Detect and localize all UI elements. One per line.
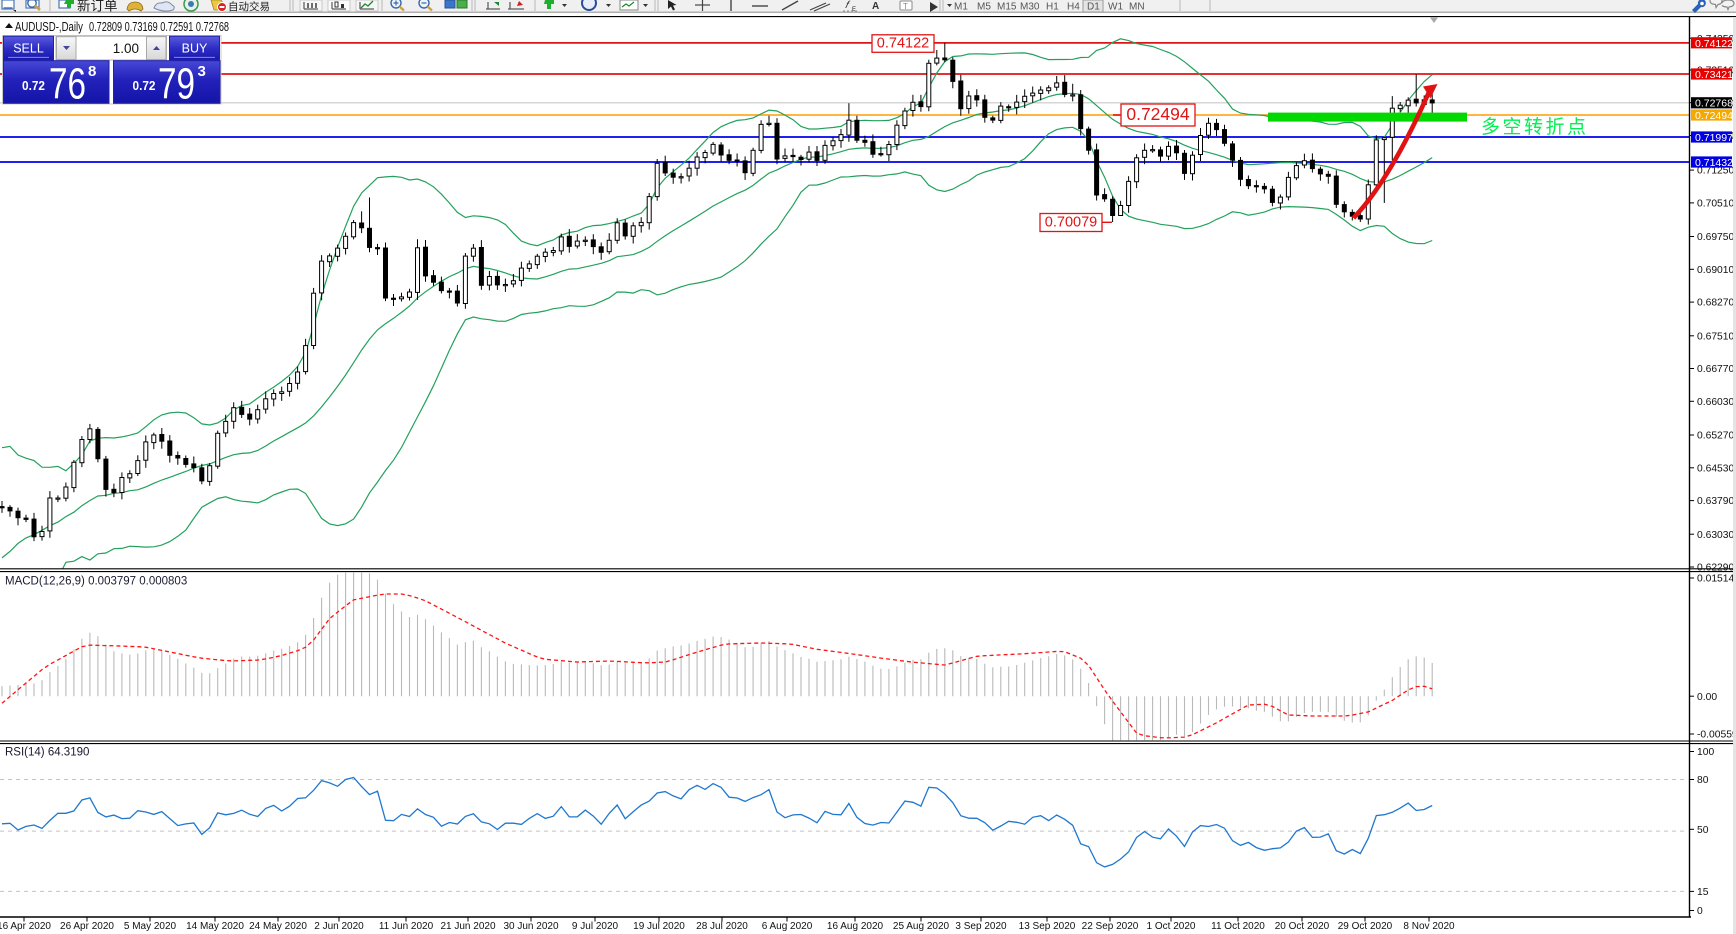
svg-text:新订单: 新订单 bbox=[77, 0, 118, 14]
svg-text:MACD(12,26,9) 0.003797 0.00080: MACD(12,26,9) 0.003797 0.000803 bbox=[5, 576, 187, 588]
svg-text:0.72494: 0.72494 bbox=[1126, 104, 1190, 124]
svg-text:0.00: 0.00 bbox=[1697, 692, 1717, 703]
svg-text:MN: MN bbox=[1129, 2, 1145, 13]
svg-text:SELL: SELL bbox=[13, 42, 44, 56]
svg-text:0.71250: 0.71250 bbox=[1697, 166, 1734, 177]
svg-text:29 Oct 2020: 29 Oct 2020 bbox=[1338, 921, 1393, 932]
svg-text:15: 15 bbox=[1697, 887, 1709, 898]
svg-text:0: 0 bbox=[1697, 906, 1703, 917]
svg-text:2 Jun 2020: 2 Jun 2020 bbox=[314, 921, 364, 932]
svg-text:5 May 2020: 5 May 2020 bbox=[124, 921, 177, 932]
svg-text:M30: M30 bbox=[1020, 2, 1040, 13]
svg-text:3: 3 bbox=[198, 63, 206, 80]
svg-text:25 Aug 2020: 25 Aug 2020 bbox=[893, 921, 950, 932]
svg-text:26 Apr 2020: 26 Apr 2020 bbox=[60, 921, 114, 932]
svg-text:T: T bbox=[903, 2, 908, 11]
svg-text:0.71432: 0.71432 bbox=[1695, 157, 1733, 169]
svg-text:13 Sep 2020: 13 Sep 2020 bbox=[1019, 921, 1076, 932]
svg-text:100: 100 bbox=[1697, 747, 1714, 758]
svg-text:𝑓: 𝑓 bbox=[845, 0, 851, 11]
svg-text:24 May 2020: 24 May 2020 bbox=[249, 921, 307, 932]
svg-text:0.72809 0.73169 0.72591 0.7276: 0.72809 0.73169 0.72591 0.72768 bbox=[89, 20, 229, 34]
svg-text:0.66030: 0.66030 bbox=[1697, 397, 1734, 408]
svg-text:0.63790: 0.63790 bbox=[1697, 496, 1734, 507]
svg-text:0.67510: 0.67510 bbox=[1697, 331, 1734, 342]
svg-text:21 Jun 2020: 21 Jun 2020 bbox=[440, 921, 495, 932]
svg-text:8 Nov 2020: 8 Nov 2020 bbox=[1403, 921, 1455, 932]
svg-text:16 Aug 2020: 16 Aug 2020 bbox=[827, 921, 884, 932]
svg-text:1.00: 1.00 bbox=[113, 41, 139, 56]
svg-text:14 May 2020: 14 May 2020 bbox=[186, 921, 244, 932]
svg-text:0.72: 0.72 bbox=[22, 79, 45, 93]
svg-text:3 Sep 2020: 3 Sep 2020 bbox=[955, 921, 1007, 932]
svg-text:11 Jun 2020: 11 Jun 2020 bbox=[379, 921, 434, 932]
svg-text:A: A bbox=[872, 1, 879, 12]
svg-text:0.70079: 0.70079 bbox=[1045, 215, 1097, 231]
svg-text:16 Apr 2020: 16 Apr 2020 bbox=[0, 921, 51, 932]
svg-text:0.70510: 0.70510 bbox=[1697, 199, 1734, 210]
svg-text:H4: H4 bbox=[1067, 2, 1080, 13]
svg-text:0.73421: 0.73421 bbox=[1695, 69, 1733, 81]
svg-text:30 Jun 2020: 30 Jun 2020 bbox=[503, 921, 558, 932]
svg-text:0.72: 0.72 bbox=[133, 79, 156, 93]
svg-text:AUDUSD-,Daily: AUDUSD-,Daily bbox=[15, 20, 84, 34]
svg-text:M15: M15 bbox=[997, 2, 1017, 13]
svg-text:多空转折点: 多空转折点 bbox=[1481, 116, 1589, 138]
svg-text:0.65270: 0.65270 bbox=[1697, 431, 1734, 442]
svg-text:E: E bbox=[852, 7, 856, 13]
svg-text:8: 8 bbox=[88, 63, 96, 80]
svg-text:28 Jul 2020: 28 Jul 2020 bbox=[696, 921, 748, 932]
svg-text:79: 79 bbox=[158, 60, 195, 109]
svg-text:80: 80 bbox=[1697, 775, 1709, 786]
svg-text:11 Oct 2020: 11 Oct 2020 bbox=[1211, 921, 1265, 932]
svg-text:6 Aug 2020: 6 Aug 2020 bbox=[762, 921, 813, 932]
svg-text:0.69010: 0.69010 bbox=[1697, 265, 1734, 276]
svg-text:19 Jul 2020: 19 Jul 2020 bbox=[633, 921, 685, 932]
svg-text:M5: M5 bbox=[977, 2, 991, 13]
svg-text:0.68270: 0.68270 bbox=[1697, 298, 1734, 309]
svg-text:0.69750: 0.69750 bbox=[1697, 232, 1734, 243]
svg-text:22 Sep 2020: 22 Sep 2020 bbox=[1082, 921, 1139, 932]
svg-text:20 Oct 2020: 20 Oct 2020 bbox=[1275, 921, 1330, 932]
svg-text:0.74122: 0.74122 bbox=[877, 35, 929, 51]
svg-text:0.72494: 0.72494 bbox=[1695, 110, 1733, 122]
svg-text:-0.005595: -0.005595 bbox=[1697, 730, 1736, 741]
svg-text:0.62290: 0.62290 bbox=[1697, 563, 1734, 574]
svg-text:0.71997: 0.71997 bbox=[1695, 132, 1733, 144]
svg-text:0.66770: 0.66770 bbox=[1697, 364, 1734, 375]
svg-text:H1: H1 bbox=[1046, 2, 1059, 13]
svg-text:76: 76 bbox=[49, 60, 86, 109]
svg-text:0.63030: 0.63030 bbox=[1697, 530, 1734, 541]
svg-text:自动交易: 自动交易 bbox=[228, 0, 270, 13]
svg-text:RSI(14) 64.3190: RSI(14) 64.3190 bbox=[5, 747, 89, 759]
svg-text:D1: D1 bbox=[1087, 2, 1100, 13]
svg-text:0.64530: 0.64530 bbox=[1697, 463, 1734, 474]
svg-text:W1: W1 bbox=[1108, 2, 1123, 13]
svg-text:0.72768: 0.72768 bbox=[1695, 98, 1733, 110]
svg-text:BUY: BUY bbox=[182, 42, 208, 56]
svg-text:9 Jul 2020: 9 Jul 2020 bbox=[572, 921, 619, 932]
svg-text:M1: M1 bbox=[954, 2, 968, 13]
svg-text:0.74122: 0.74122 bbox=[1695, 38, 1733, 50]
svg-text:50: 50 bbox=[1697, 825, 1709, 836]
svg-text:1 Oct 2020: 1 Oct 2020 bbox=[1147, 921, 1196, 932]
svg-text:0.015142: 0.015142 bbox=[1697, 574, 1736, 585]
